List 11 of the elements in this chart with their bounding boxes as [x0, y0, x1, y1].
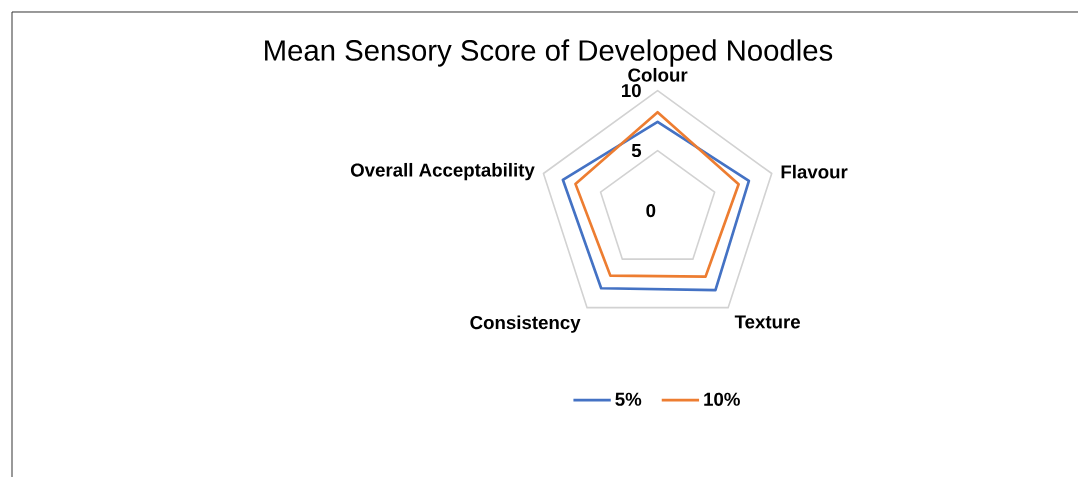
- legend-label: 10%: [704, 392, 740, 406]
- spoke-label: Overall Acceptability: [350, 162, 535, 181]
- spoke-label: Texture: [734, 315, 800, 329]
- spoke-label: Flavour: [781, 164, 848, 179]
- y-tick-label: 5: [631, 144, 642, 158]
- y-tick-label: 10: [622, 83, 641, 98]
- chart-title: Mean Sensory Score of Developed Noodles: [265, 39, 833, 67]
- legend-label: 5%: [615, 392, 642, 406]
- spoke-label: Consistency: [470, 315, 581, 333]
- spoke-label: Colour: [628, 67, 688, 82]
- y-tick-label: 0: [646, 203, 656, 218]
